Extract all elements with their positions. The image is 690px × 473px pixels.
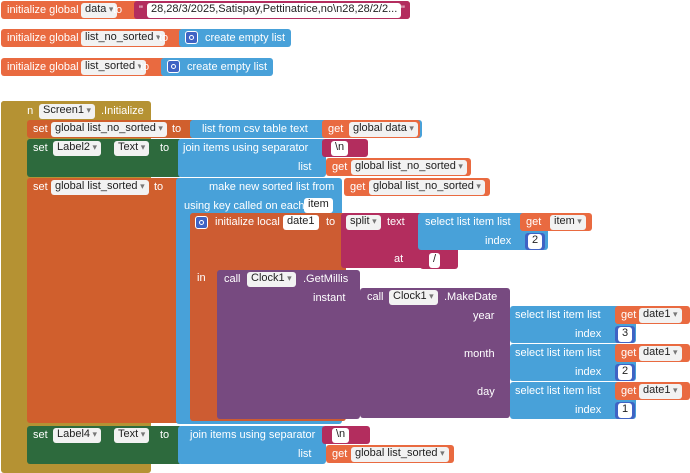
component-dropdown[interactable]: Label2 [53,141,102,156]
key-param-field[interactable]: item [304,198,333,213]
gear-icon[interactable] [195,216,208,229]
global-name-field[interactable]: list_sorted [81,60,147,75]
local-name-field[interactable]: date1 [283,215,319,230]
property-dropdown[interactable]: Text [114,141,150,156]
component-dropdown[interactable]: Screen1 [39,104,96,119]
init-global-label: initialize global [7,61,79,73]
variable-dropdown[interactable]: item [550,215,586,230]
separator-text[interactable]: \n [322,426,370,444]
set-label2-text[interactable]: set Label2 Text to [27,139,182,177]
split-dropdown[interactable]: split [346,215,381,230]
variable-dropdown[interactable]: date1 [639,346,682,361]
separator-slash[interactable]: / [420,252,458,269]
clock1-getmillis-call[interactable]: call Clock1 .GetMillis instant [217,270,360,419]
csv-text-block[interactable]: " 28,28/3/2025,Satispay,Pettinatrice,no\… [134,1,410,19]
component-dropdown[interactable]: Label4 [53,428,102,443]
get-global-list-no-sorted[interactable]: get global list_no_sorted [326,158,471,176]
number-2[interactable]: 2 [615,364,635,381]
variable-dropdown[interactable]: global list_sorted [51,180,149,195]
global-list-sorted-block[interactable]: initialize global list_sorted to [1,58,166,76]
variable-dropdown[interactable]: global data [349,122,418,137]
event-name: .Initialize [101,105,144,117]
set-label4-text[interactable]: set Label4 Text to [27,426,182,464]
property-dropdown[interactable]: Text [114,428,150,443]
global-name-field[interactable]: list_no_sorted [81,31,165,46]
number-2[interactable]: 2 [525,233,545,250]
to-label: to [159,32,169,44]
to-label: to [113,4,123,16]
get-item[interactable]: get item [520,213,592,231]
to-label: to [140,61,150,73]
component-dropdown[interactable]: Clock1 [247,272,296,287]
get-global-list-sorted[interactable]: get global list_sorted [326,445,454,463]
join-items-block[interactable]: join items using separator list [178,426,326,464]
init-global-label: initialize global [7,32,79,44]
separator-text[interactable]: \n [322,139,368,157]
set-global-list-sorted[interactable]: set global list_sorted to [27,178,193,423]
variable-dropdown[interactable]: global list_no_sorted [351,160,467,175]
get-date1[interactable]: get date1 [615,344,690,362]
variable-dropdown[interactable]: global list_sorted [351,447,449,462]
get-global-list-no-sorted[interactable]: get global list_no_sorted [344,178,490,196]
gear-icon[interactable] [185,31,198,44]
clock1-makedate-call[interactable]: call Clock1 .MakeDate year month day [360,288,510,418]
number-1[interactable]: 1 [615,402,635,419]
component-dropdown[interactable]: Clock1 [389,290,438,305]
get-date1[interactable]: get date1 [615,382,690,400]
variable-dropdown[interactable]: date1 [639,384,682,399]
variable-dropdown[interactable]: global list_no_sorted [51,122,167,137]
gear-icon[interactable] [167,60,180,73]
create-empty-list-block[interactable]: create empty list [179,29,291,47]
get-global-data[interactable]: get global data [322,120,420,138]
global-list-no-sorted-block[interactable]: initialize global list_no_sorted to [1,29,184,47]
number-3[interactable]: 3 [615,326,635,343]
create-empty-list-block[interactable]: create empty list [161,58,273,76]
variable-dropdown[interactable]: date1 [639,308,682,323]
get-date1[interactable]: get date1 [615,306,690,324]
join-items-block[interactable]: join items using separator list [178,139,326,177]
init-global-label: initialize global [7,4,79,16]
set-global-list-no-sorted[interactable]: set global list_no_sorted to [27,120,195,138]
variable-dropdown[interactable]: global list_no_sorted [369,180,485,195]
csv-text-field[interactable]: 28,28/3/2025,Satispay,Pettinatrice,no\n2… [147,3,402,18]
global-name-field[interactable]: data [81,3,118,18]
